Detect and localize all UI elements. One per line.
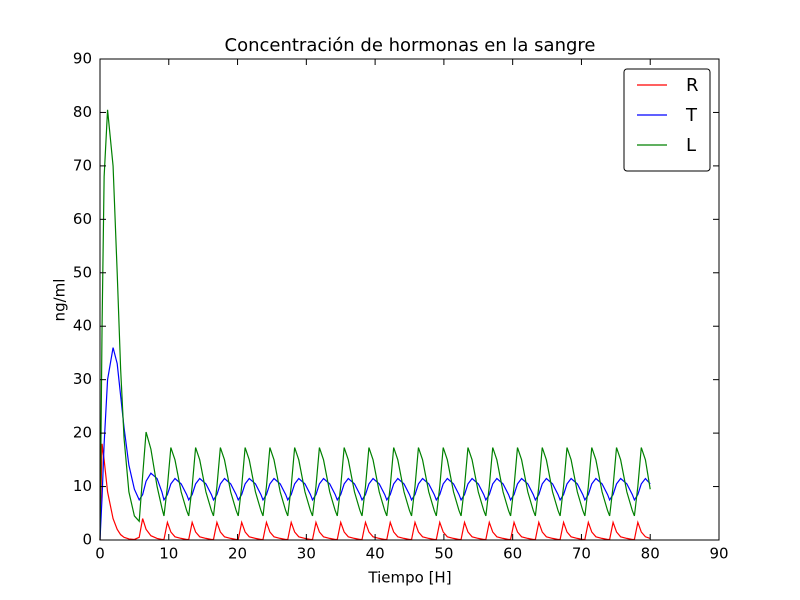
x-tick-label: 80 (641, 545, 660, 563)
y-tick-label: 40 (73, 317, 92, 335)
y-tick-label: 0 (82, 531, 92, 549)
x-tick-label: 0 (95, 545, 105, 563)
y-tick-label: 60 (73, 210, 92, 228)
x-tick-label: 40 (366, 545, 385, 563)
chart-title: Concentración de hormonas en la sangre (225, 35, 596, 56)
plot-frame (99, 58, 720, 541)
x-tick-label: 50 (434, 545, 453, 563)
x-tick-label: 90 (709, 545, 728, 563)
legend-label: R (686, 75, 699, 96)
data-line (99, 347, 651, 541)
data-line (99, 109, 651, 541)
x-tick-label: 30 (297, 545, 316, 563)
y-tick-label: 90 (73, 50, 92, 68)
y-tick-label: 20 (73, 424, 92, 442)
y-tick-label: 50 (73, 263, 92, 281)
x-tick-label: 70 (572, 545, 591, 563)
data-line (99, 443, 651, 541)
x-tick-label: 60 (503, 545, 522, 563)
y-tick-label: 80 (73, 103, 92, 121)
y-tick-label: 10 (73, 477, 92, 495)
x-axis-label: Tiempo [H] (367, 569, 451, 587)
y-tick-label: 30 (73, 370, 92, 388)
x-tick-label: 20 (228, 545, 247, 563)
legend-label: T (685, 105, 698, 126)
y-tick-label: 70 (73, 156, 92, 174)
y-axis-label: ng/ml (51, 279, 69, 322)
x-tick-label: 10 (159, 545, 178, 563)
legend-label: L (686, 135, 696, 156)
